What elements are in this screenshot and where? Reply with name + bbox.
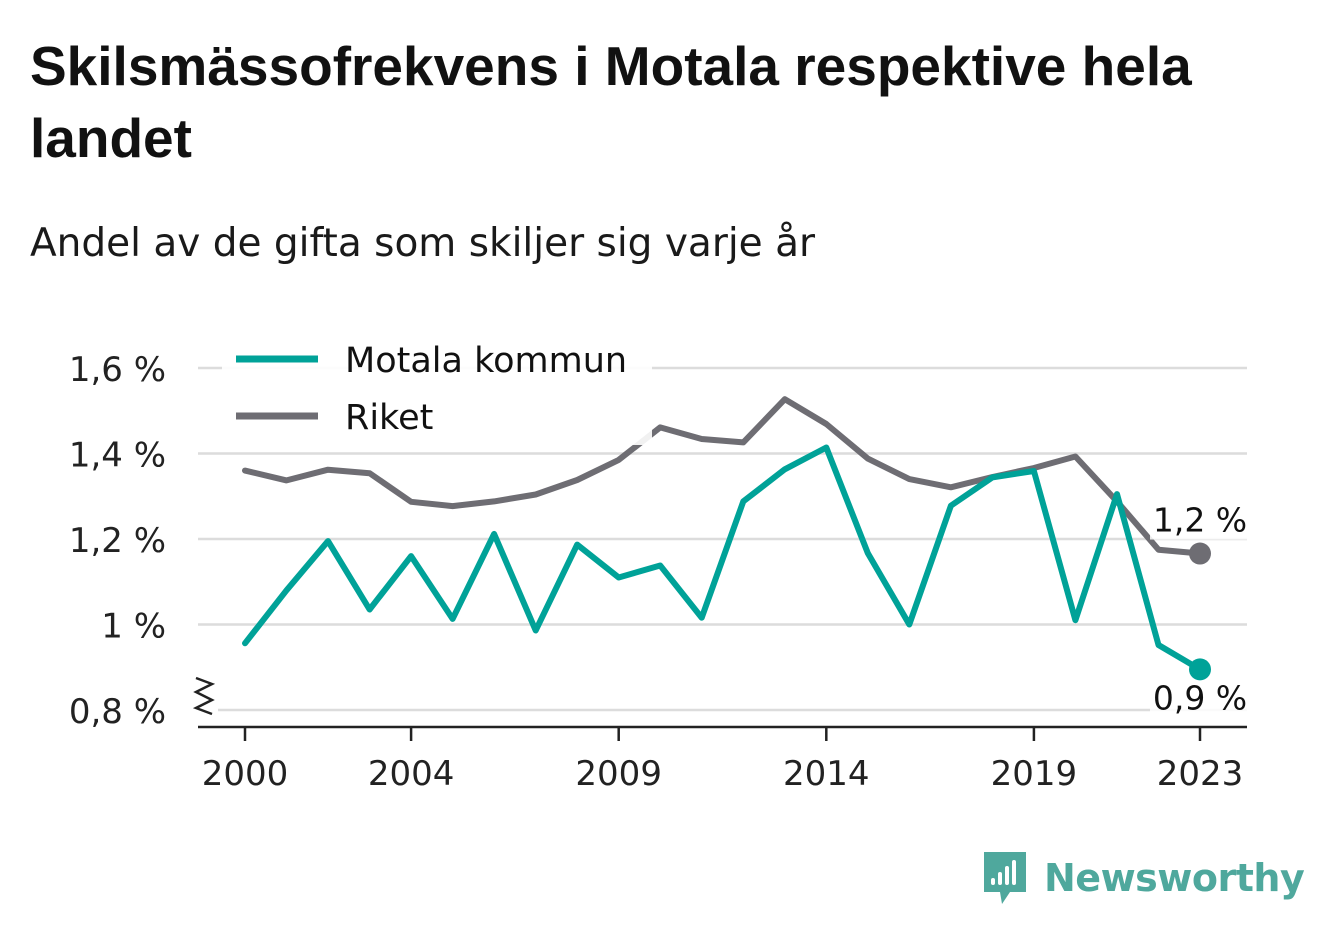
y-tick-label: 1,4 % [69,436,166,476]
x-tick-label: 2009 [575,754,662,794]
x-tick-label: 2004 [368,754,455,794]
motala-end-label: 0,9 % [1153,678,1247,717]
series-line [242,396,1203,557]
y-tick-label: 1,6 % [69,350,166,390]
y-tick-label: 0,8 % [69,692,166,732]
chart-subtitle: Andel av de gifta som skiljer sig varje … [30,221,816,266]
legend-label: Riket [345,398,433,438]
series-end-point [1189,658,1211,681]
newsworthy-icon [984,852,1026,904]
x-tick-label: 2000 [202,754,289,794]
end-label-background [1150,681,1250,722]
legend-background [222,330,652,445]
end-labels: 1,2 % 0,9 % [1150,499,1250,722]
x-tick-label: 2023 [1157,754,1244,794]
brand-logo: Newsworthy [980,848,1305,908]
chart-title: Skilsmässofrekvens i Motala respektive h… [30,35,1192,169]
x-tick-label: 2019 [991,754,1078,794]
end-label-background [1150,499,1250,540]
series-line [242,444,1203,673]
legend: Motala kommun Riket [222,330,652,445]
series-lines [242,396,1211,681]
y-tick-label: 1 % [101,607,166,647]
axes: 0,8 % 1 % 1,2 % 1,4 % 1,6 % 2000 2004 2009 2014 2… [69,350,1247,794]
legend-label: Motala kommun [345,341,627,381]
y-tick-label: 1,2 % [69,521,166,561]
series-end-point [1189,542,1211,565]
x-tick-label: 2014 [783,754,870,794]
axis-break-icon [192,676,216,716]
riket-end-label: 1,2 % [1153,501,1247,540]
brand-name: Newsworthy [1044,856,1305,900]
